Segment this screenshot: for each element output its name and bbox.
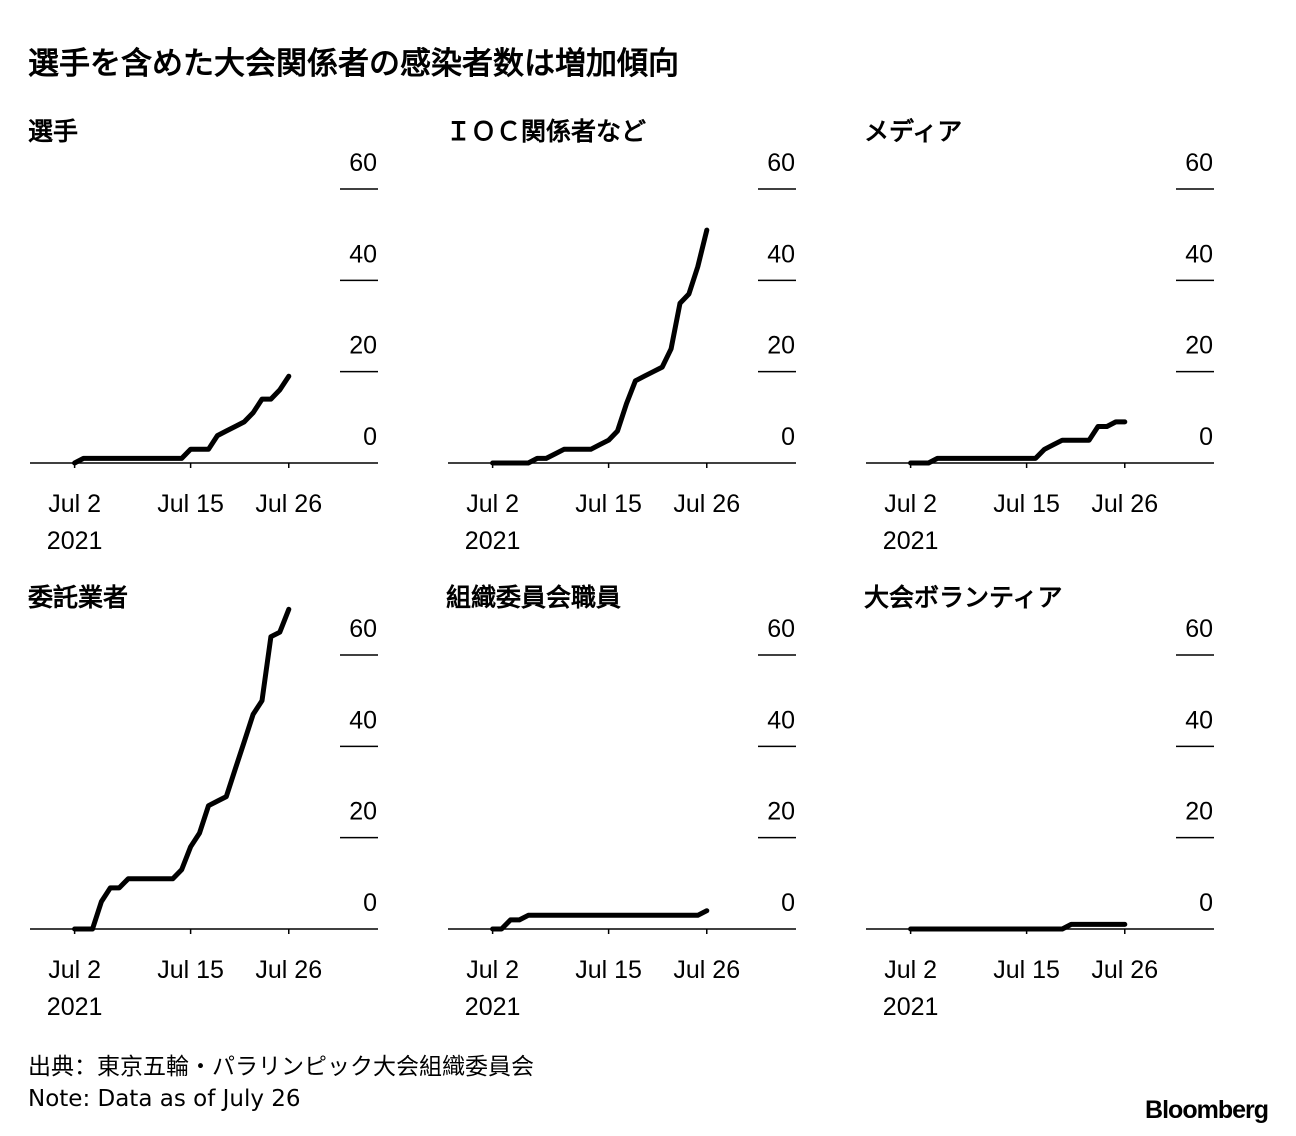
data-line	[490, 908, 710, 932]
y-tick-label: 60	[1185, 149, 1213, 177]
x-tick-label: Jul 26	[255, 956, 322, 984]
y-tick-label: 40	[349, 706, 377, 734]
x-tick-label: Jul 15	[993, 490, 1060, 518]
x-tick-label: Jul 26	[255, 490, 322, 518]
x-tick-label: Jul 2 2021	[465, 490, 521, 555]
y-tick-label: 40	[767, 706, 795, 734]
y-tick-label: 20	[349, 332, 377, 360]
x-tick-label: Jul 2 2021	[47, 956, 103, 1021]
panel-title: 大会ボランティア	[864, 583, 1063, 612]
y-tick-label: 60	[767, 149, 795, 177]
x-tick-label: Jul 26	[1091, 956, 1158, 984]
panel-title: 組織委員会職員	[446, 583, 621, 612]
source: 出典：東京五輪・パラリンピック大会組織委員会	[28, 1054, 534, 1080]
data-line	[908, 419, 1128, 466]
y-tick-label: 20	[767, 332, 795, 360]
y-tick-label: 60	[349, 149, 377, 177]
x-tick-label: Jul 26	[673, 490, 740, 518]
y-tick-label: 60	[349, 615, 377, 643]
y-tick-label: 0	[363, 889, 377, 917]
note: Note: Data as of July 26	[28, 1086, 301, 1112]
y-tick-label: 60	[1185, 615, 1213, 643]
y-tick-label: 0	[1199, 889, 1213, 917]
data-line	[72, 373, 292, 466]
y-tick-label: 20	[1185, 798, 1213, 826]
y-tick-label: 40	[1185, 706, 1213, 734]
panel-title: ＩＯＣ関係者など	[446, 117, 646, 146]
x-tick-label: Jul 26	[1091, 490, 1158, 518]
panel-title: 選手	[28, 117, 78, 146]
y-tick-label: 40	[767, 240, 795, 268]
x-tick-label: Jul 2 2021	[883, 956, 939, 1021]
x-tick-label: Jul 15	[575, 490, 642, 518]
data-line	[490, 227, 710, 466]
title: 選手を含めた大会関係者の感染者数は増加傾向	[28, 46, 679, 82]
y-tick-label: 0	[1199, 423, 1213, 451]
x-tick-label: Jul 15	[575, 956, 642, 984]
y-tick-label: 0	[781, 423, 795, 451]
y-tick-label: 0	[781, 889, 795, 917]
y-tick-label: 20	[1185, 332, 1213, 360]
x-tick-label: Jul 26	[673, 956, 740, 984]
x-tick-label: Jul 15	[993, 956, 1060, 984]
y-tick-label: 0	[363, 423, 377, 451]
y-tick-label: 20	[349, 798, 377, 826]
x-tick-label: Jul 15	[157, 490, 224, 518]
x-tick-label: Jul 2 2021	[47, 490, 103, 555]
panel-title: 委託業者	[27, 583, 128, 612]
x-tick-label: Jul 15	[157, 956, 224, 984]
panel-title: メディア	[864, 117, 962, 146]
data-line	[72, 606, 292, 932]
logo: Bloomberg	[1145, 1096, 1268, 1124]
data-line	[908, 921, 1128, 932]
x-tick-label: Jul 2 2021	[465, 956, 521, 1021]
x-tick-label: Jul 2 2021	[883, 490, 939, 555]
y-tick-label: 40	[349, 240, 377, 268]
y-tick-label: 60	[767, 615, 795, 643]
y-tick-label: 40	[1185, 240, 1213, 268]
y-tick-label: 20	[767, 798, 795, 826]
